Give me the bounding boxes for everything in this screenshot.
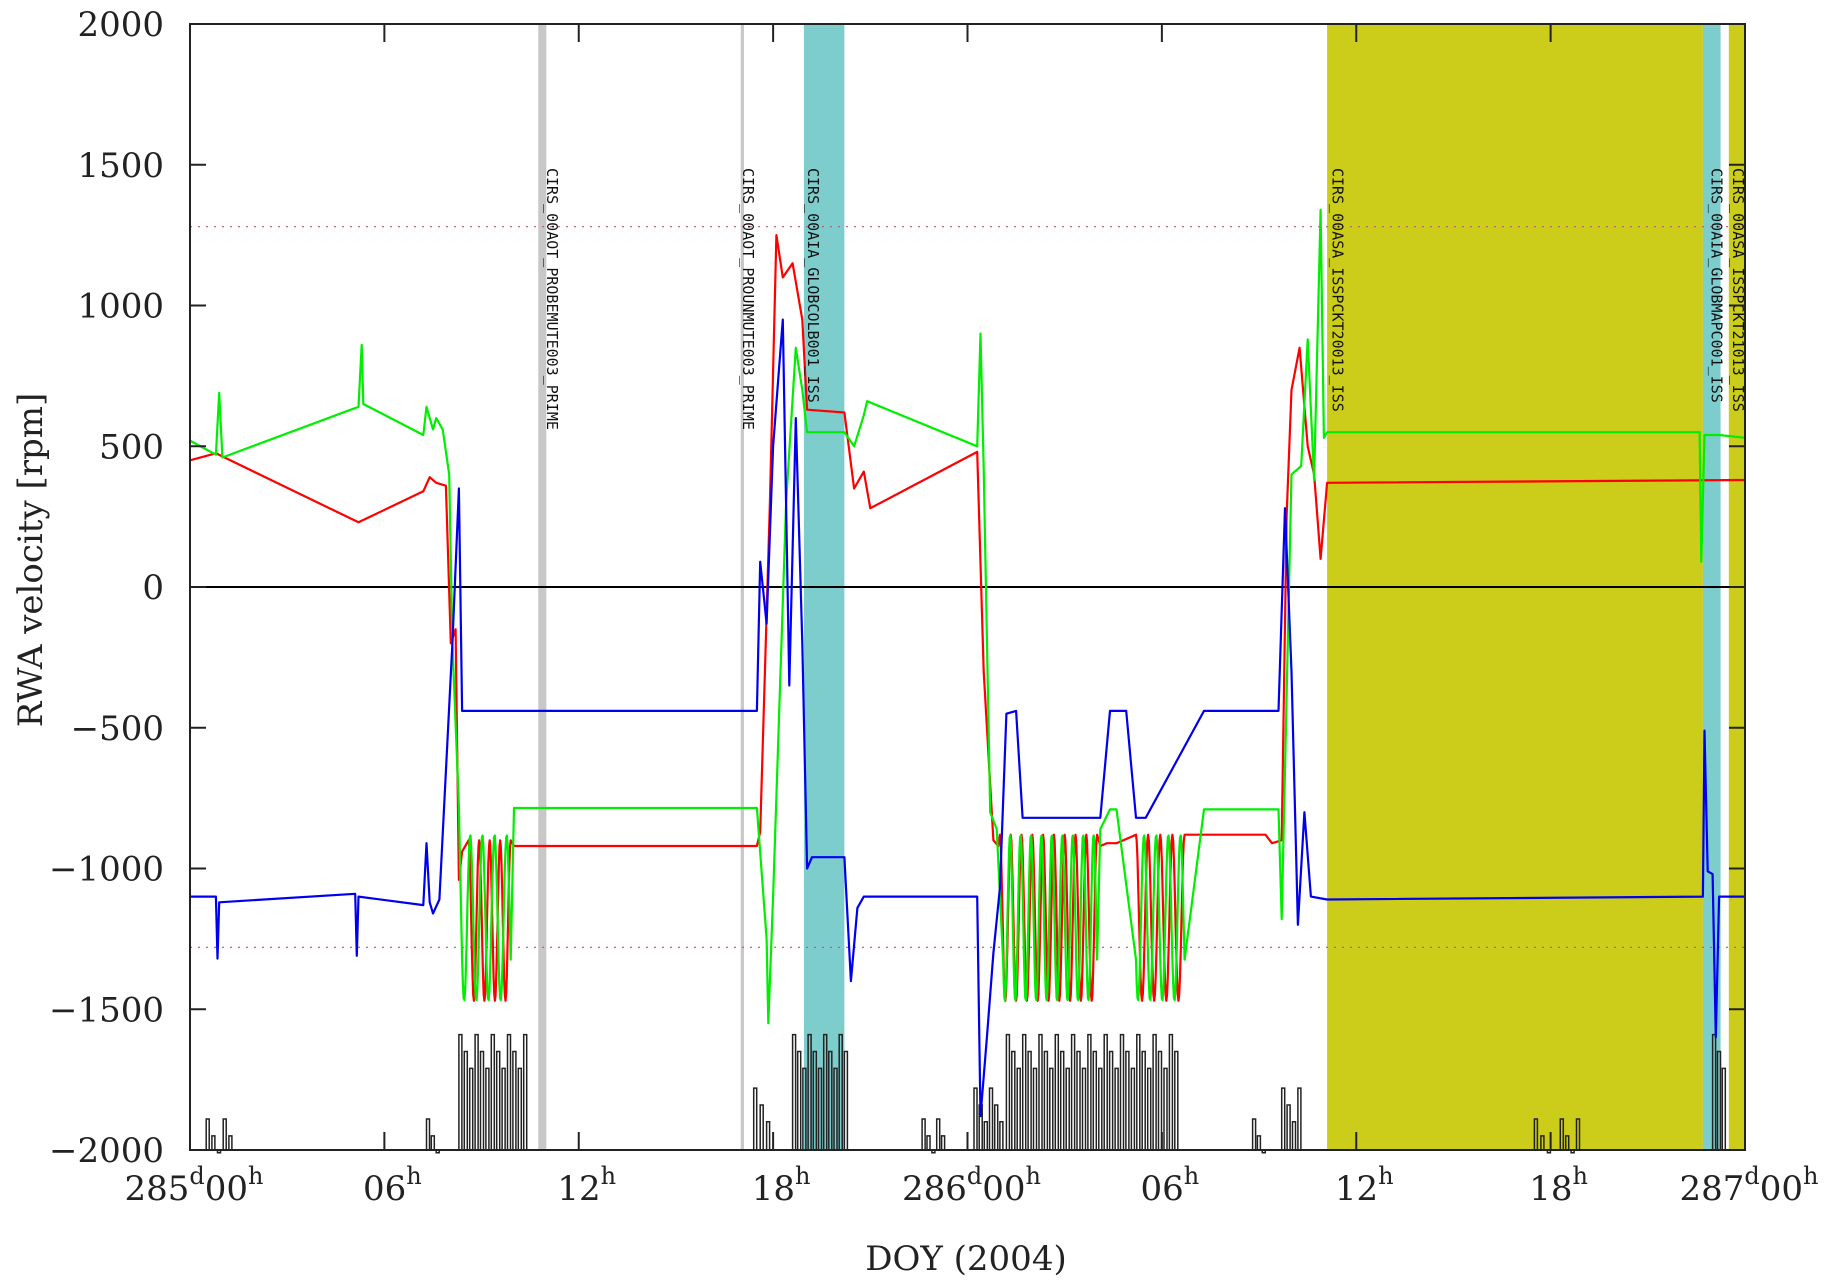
x-tick-label: 06h (1141, 1162, 1200, 1209)
obs-label: CIRS_00AOT_PROBEMUTE003_PRIME (543, 168, 561, 430)
x-tick-label: 12h (1335, 1162, 1394, 1209)
activity-bar (1280, 1087, 1302, 1150)
activity-bar (1005, 1033, 1179, 1150)
x-tick-label: 18h (752, 1162, 811, 1209)
activity-bar (1711, 1033, 1727, 1150)
x-tick-label: 18h (1529, 1162, 1588, 1209)
activity-bar (752, 1087, 771, 1150)
y-tick-label: −1500 (49, 990, 164, 1030)
x-tick-label: 287d00h (1679, 1162, 1818, 1209)
y-tick-label: 2000 (77, 5, 164, 45)
limit-lines (190, 226, 1745, 948)
obs-label: CIRS_00AIA_GLOBCOLB001_ISS (804, 168, 822, 403)
y-tick-label: −2000 (49, 1131, 164, 1171)
activity-bar (425, 1118, 440, 1154)
y-axis-title: RWA velocity [rpm] (11, 393, 51, 728)
activity-bar (458, 1033, 528, 1150)
y-tick-label: 1000 (77, 287, 164, 327)
series-line-blue (190, 318, 1745, 1118)
activity-bars (205, 1033, 1727, 1154)
obs-label: CIRS_00AIA_GLOBMAPC001_ISS (1708, 168, 1726, 403)
activity-bar (973, 1087, 1004, 1150)
obs-label: CIRS_00ASA_ISSPCKT20013_ISS (1329, 168, 1347, 412)
x-tick-label: 286d00h (902, 1162, 1041, 1209)
activity-bar (921, 1118, 946, 1154)
y-tick-label: −500 (71, 709, 164, 749)
observation-labels: CIRS_00AOT_PROBEMUTE003_PRIME CIRS_00AOT_… (543, 168, 1747, 430)
x-axis-title: DOY (2004) (865, 1239, 1066, 1279)
obs-label: CIRS_00ASA_ISSPCKT21013_ISS (1729, 168, 1747, 412)
y-tick-label: 500 (99, 427, 164, 467)
activity-bar (791, 1033, 849, 1150)
activity-bar (205, 1118, 233, 1154)
x-tick-label: 12h (557, 1162, 616, 1209)
series-line-green (189, 208, 1746, 1025)
obs-label: CIRS_00AOT_PROUNMUTE003_PRIME (739, 168, 757, 430)
activity-bar (1251, 1118, 1267, 1154)
activity-bar (1559, 1118, 1581, 1154)
y-tick-label: −1000 (49, 850, 164, 890)
x-tick-label: 06h (363, 1162, 422, 1209)
activity-bar (1533, 1118, 1552, 1154)
axis-ticks: 2000 1500 1000 500 0 −500 −1000 −1500 −2000285d0… (49, 5, 1819, 1209)
series-lines (189, 208, 1746, 1118)
y-tick-label: 0 (142, 568, 164, 608)
series-line-red (189, 234, 1746, 1002)
y-tick-label: 1500 (77, 146, 164, 186)
x-tick-label: 285d00h (124, 1162, 263, 1209)
